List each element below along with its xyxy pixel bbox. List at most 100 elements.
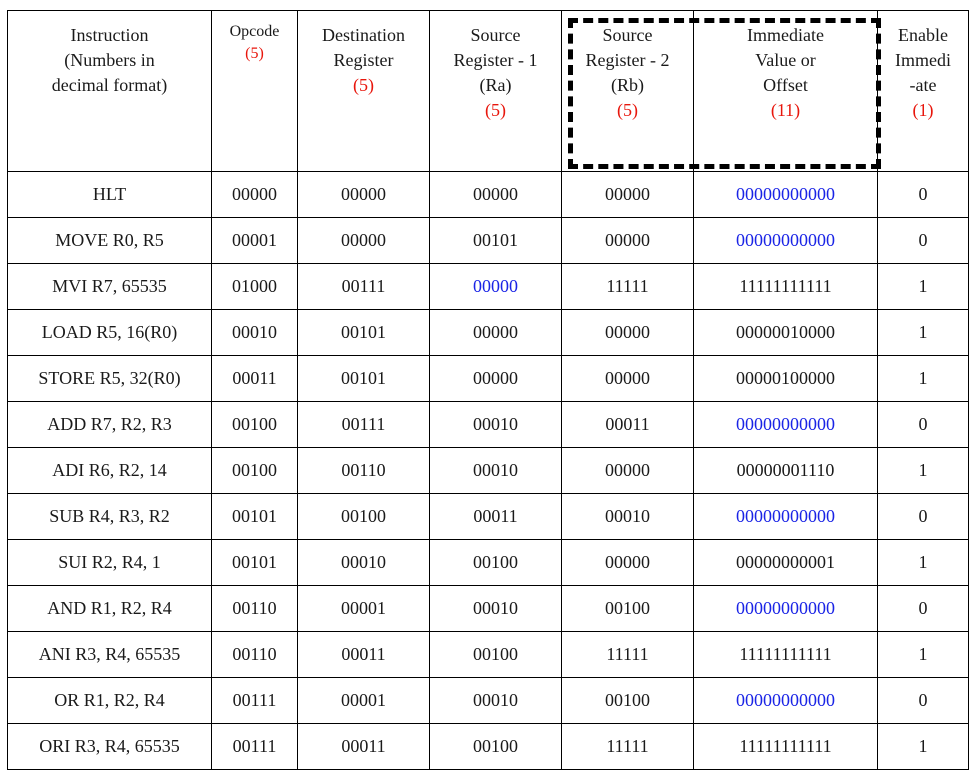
cell-source-register-2: 00100 (561, 585, 694, 632)
cell-immediate-value: 00000000000 (693, 401, 878, 448)
table-row: OR R1, R2, R4 00111 00001 00010 00100 0000000… (7, 677, 969, 724)
header-immediate-value: Immediate Value or Offset (11) (693, 10, 878, 172)
header-bit-width: (5) (245, 45, 264, 62)
cell-enable-immediate: 0 (877, 217, 969, 264)
header-label-line: Opcode (229, 23, 280, 40)
cell-opcode: 00011 (211, 355, 298, 402)
cell-opcode: 00111 (211, 723, 298, 770)
header-label-line: Source (602, 25, 653, 45)
table-row: HLT 00000 00000 00000 00000 00000000000 0 (7, 171, 969, 218)
cell-enable-immediate: 1 (877, 309, 969, 356)
table-row: LOAD R5, 16(R0) 00010 00101 00000 00000 00000… (7, 309, 969, 356)
header-label-line: Value or (755, 50, 816, 70)
cell-destination-register: 00000 (297, 171, 430, 218)
header-label-line: Register - 1 (453, 50, 538, 70)
cell-opcode: 00000 (211, 171, 298, 218)
cell-source-register-2: 00000 (561, 217, 694, 264)
cell-immediate-value: 00000000000 (693, 677, 878, 724)
cell-opcode: 00111 (211, 677, 298, 724)
cell-destination-register: 00101 (297, 309, 430, 356)
cell-source-register-1: 00011 (429, 493, 562, 540)
cell-source-register-1: 00010 (429, 677, 562, 724)
cell-source-register-1: 00010 (429, 585, 562, 632)
cell-instruction: HLT (7, 171, 212, 218)
cell-source-register-1: 00000 (429, 263, 562, 310)
cell-source-register-2: 00000 (561, 539, 694, 586)
cell-immediate-value: 00000000001 (693, 539, 878, 586)
cell-source-register-1: 00101 (429, 217, 562, 264)
cell-destination-register: 00001 (297, 677, 430, 724)
header-label-line: Destination (322, 25, 405, 45)
cell-enable-immediate: 1 (877, 539, 969, 586)
cell-instruction: ADD R7, R2, R3 (7, 401, 212, 448)
cell-source-register-2: 00000 (561, 309, 694, 356)
header-label-line: -ate (909, 75, 937, 95)
cell-source-register-2: 11111 (561, 723, 694, 770)
cell-immediate-value: 00000010000 (693, 309, 878, 356)
cell-instruction: MVI R7, 65535 (7, 263, 212, 310)
cell-source-register-2: 00000 (561, 447, 694, 494)
header-bit-width: (1) (912, 100, 934, 120)
cell-enable-immediate: 0 (877, 677, 969, 724)
header-label-line: Register (333, 50, 394, 70)
cell-instruction: SUI R2, R4, 1 (7, 539, 212, 586)
table-header: Instruction (Numbers in decimal format) Opc… (7, 10, 969, 172)
header-source-register-1: Source Register - 1 (Ra) (5) (429, 10, 562, 172)
cell-enable-immediate: 1 (877, 723, 969, 770)
cell-destination-register: 00011 (297, 631, 430, 678)
cell-destination-register: 00001 (297, 585, 430, 632)
cell-destination-register: 00101 (297, 355, 430, 402)
header-label-line: Offset (763, 75, 808, 95)
cell-source-register-1: 00000 (429, 355, 562, 402)
header-label-line: (Numbers in (64, 50, 155, 70)
table-row: ADD R7, R2, R3 00100 00111 00010 00011 000000… (7, 401, 969, 448)
cell-source-register-2: 11111 (561, 263, 694, 310)
cell-enable-immediate: 1 (877, 263, 969, 310)
header-label-line: (Ra) (479, 75, 512, 95)
table-row: AND R1, R2, R4 00110 00001 00010 00100 000000… (7, 585, 969, 632)
cell-immediate-value: 00000000000 (693, 217, 878, 264)
table-row: ORI R3, R4, 65535 00111 00011 00100 11111 111… (7, 723, 969, 770)
header-label-line: Immedi (895, 50, 951, 70)
cell-source-register-2: 11111 (561, 631, 694, 678)
cell-destination-register: 00000 (297, 217, 430, 264)
header-label-line: Immediate (747, 25, 824, 45)
cell-opcode: 01000 (211, 263, 298, 310)
cell-instruction: ANI R3, R4, 65535 (7, 631, 212, 678)
cell-immediate-value: 00000000000 (693, 171, 878, 218)
cell-enable-immediate: 1 (877, 447, 969, 494)
cell-source-register-1: 00100 (429, 631, 562, 678)
cell-source-register-1: 00000 (429, 171, 562, 218)
header-label-line: Source (470, 25, 521, 45)
cell-destination-register: 00100 (297, 493, 430, 540)
header-label-line: decimal format) (51, 75, 168, 95)
cell-source-register-1: 00010 (429, 447, 562, 494)
table-row: SUI R2, R4, 1 00101 00010 00100 00000 0000000… (7, 539, 969, 586)
cell-enable-immediate: 1 (877, 355, 969, 402)
cell-instruction: ORI R3, R4, 65535 (7, 723, 212, 770)
cell-enable-immediate: 0 (877, 401, 969, 448)
cell-source-register-1: 00100 (429, 723, 562, 770)
cell-destination-register: 00110 (297, 447, 430, 494)
cell-source-register-2: 00100 (561, 677, 694, 724)
header-label-line: Enable (898, 25, 948, 45)
cell-enable-immediate: 0 (877, 585, 969, 632)
cell-instruction: AND R1, R2, R4 (7, 585, 212, 632)
cell-instruction: SUB R4, R3, R2 (7, 493, 212, 540)
cell-opcode: 00100 (211, 401, 298, 448)
cell-instruction: STORE R5, 32(R0) (7, 355, 212, 402)
cell-source-register-2: 00000 (561, 171, 694, 218)
cell-source-register-1: 00000 (429, 309, 562, 356)
table-row: STORE R5, 32(R0) 00011 00101 00000 00000 0000… (7, 355, 969, 402)
header-bit-width: (5) (353, 75, 374, 95)
table-row: ADI R6, R2, 14 00100 00110 00010 00000 000000… (7, 447, 969, 494)
cell-instruction: ADI R6, R2, 14 (7, 447, 212, 494)
header-bit-width: (5) (617, 100, 638, 120)
cell-source-register-1: 00010 (429, 401, 562, 448)
table-body: HLT 00000 00000 00000 00000 00000000000 0 MOVE … (7, 171, 969, 770)
table-row: SUB R4, R3, R2 00101 00100 00011 00010 000000… (7, 493, 969, 540)
header-enable-immediate: Enable Immedi -ate (1) (877, 10, 969, 172)
cell-immediate-value: 11111111111 (693, 723, 878, 770)
cell-immediate-value: 11111111111 (693, 263, 878, 310)
header-instruction: Instruction (Numbers in decimal format) (7, 10, 212, 172)
